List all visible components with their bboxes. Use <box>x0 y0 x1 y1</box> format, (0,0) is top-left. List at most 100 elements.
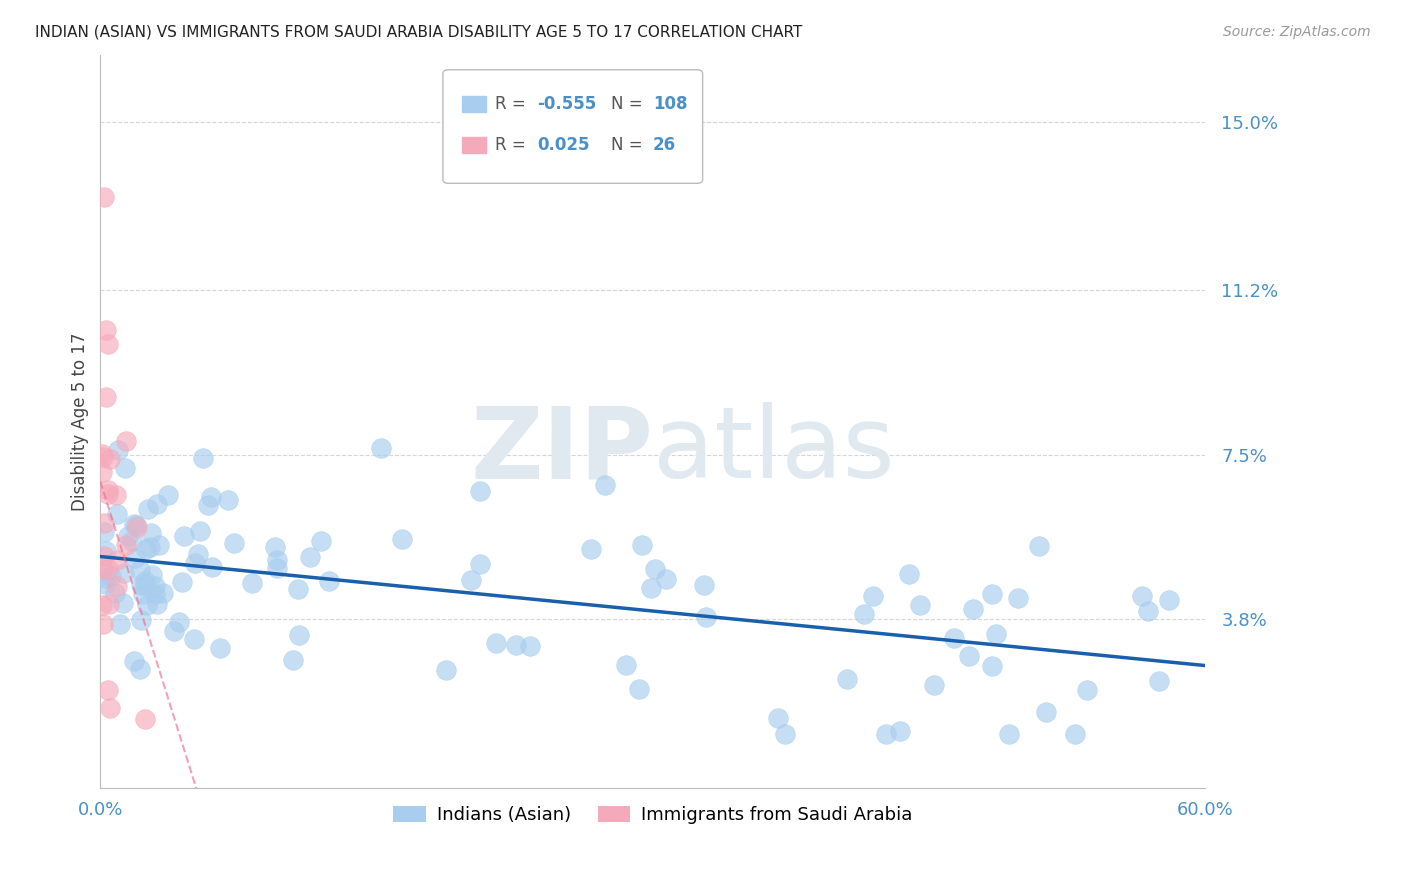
Point <box>93 516 115 530</box>
Text: Source: ZipAtlas.com: Source: ZipAtlas.com <box>1223 25 1371 39</box>
Point <box>163 624 186 639</box>
Point <box>93 524 115 539</box>
Point <box>141 568 163 582</box>
Point <box>122 517 145 532</box>
Point <box>224 536 246 550</box>
Point <box>897 567 920 582</box>
Point <box>630 538 652 552</box>
Text: R =: R = <box>495 95 531 113</box>
Point <box>139 541 162 555</box>
Point <box>693 578 716 592</box>
Point <box>908 598 931 612</box>
Point <box>173 529 195 543</box>
Point <box>288 628 311 642</box>
Point <box>114 434 136 448</box>
Point <box>579 541 602 556</box>
Point <box>152 586 174 600</box>
Point <box>91 450 114 464</box>
Point <box>187 547 209 561</box>
Point <box>97 486 120 500</box>
Point <box>131 613 153 627</box>
Point <box>125 517 148 532</box>
Point <box>468 484 491 499</box>
Point <box>105 579 128 593</box>
Point <box>242 576 264 591</box>
Point <box>94 576 117 591</box>
Point <box>93 549 115 564</box>
Point <box>107 442 129 457</box>
Point <box>105 553 128 567</box>
Point <box>94 571 117 585</box>
Point <box>299 550 322 565</box>
Point <box>97 562 120 576</box>
Point <box>889 724 911 739</box>
Point <box>94 323 117 337</box>
Point <box>143 579 166 593</box>
Text: 108: 108 <box>652 95 688 113</box>
Point <box>924 678 946 692</box>
Point <box>1035 705 1057 719</box>
Point <box>1157 592 1180 607</box>
Point <box>117 529 139 543</box>
Point <box>283 653 305 667</box>
Point <box>485 636 508 650</box>
Point <box>100 569 122 583</box>
Point <box>266 561 288 575</box>
Point <box>148 538 170 552</box>
Point <box>124 655 146 669</box>
Point <box>125 519 148 533</box>
Point <box>124 550 146 565</box>
Point <box>264 540 287 554</box>
Point <box>134 578 156 592</box>
Point <box>128 662 150 676</box>
Text: 26: 26 <box>652 136 676 154</box>
Point <box>695 610 717 624</box>
Point <box>1064 727 1087 741</box>
FancyBboxPatch shape <box>443 70 703 183</box>
Point <box>97 483 120 497</box>
Point <box>97 336 120 351</box>
Point <box>775 727 797 741</box>
Point <box>183 632 205 646</box>
Text: R =: R = <box>495 136 531 154</box>
Point <box>108 617 131 632</box>
Point <box>170 574 193 589</box>
Point <box>91 448 114 462</box>
Point <box>981 659 1004 673</box>
Point <box>114 461 136 475</box>
Point <box>97 682 120 697</box>
Point <box>104 488 127 502</box>
Point <box>94 390 117 404</box>
Point <box>135 598 157 612</box>
Point <box>91 616 114 631</box>
Point <box>146 598 169 612</box>
Point <box>614 657 637 672</box>
Point <box>1130 589 1153 603</box>
Bar <box>461 96 486 112</box>
Point <box>370 441 392 455</box>
Point <box>104 586 127 600</box>
Point <box>837 672 859 686</box>
Point <box>217 493 239 508</box>
Point <box>105 507 128 521</box>
Point <box>134 574 156 589</box>
Point <box>112 596 135 610</box>
Point <box>169 615 191 629</box>
Point <box>318 574 340 588</box>
Point <box>91 465 114 479</box>
Point <box>91 562 114 576</box>
Point <box>287 582 309 596</box>
Point <box>156 488 179 502</box>
Point <box>91 598 114 612</box>
Point <box>654 572 676 586</box>
Point <box>266 553 288 567</box>
Point <box>93 190 115 204</box>
Point <box>468 558 491 572</box>
Point <box>184 557 207 571</box>
Point <box>191 450 214 465</box>
Point <box>766 711 789 725</box>
Point <box>128 563 150 577</box>
Point <box>862 589 884 603</box>
Text: atlas: atlas <box>652 402 894 500</box>
Point <box>141 526 163 541</box>
